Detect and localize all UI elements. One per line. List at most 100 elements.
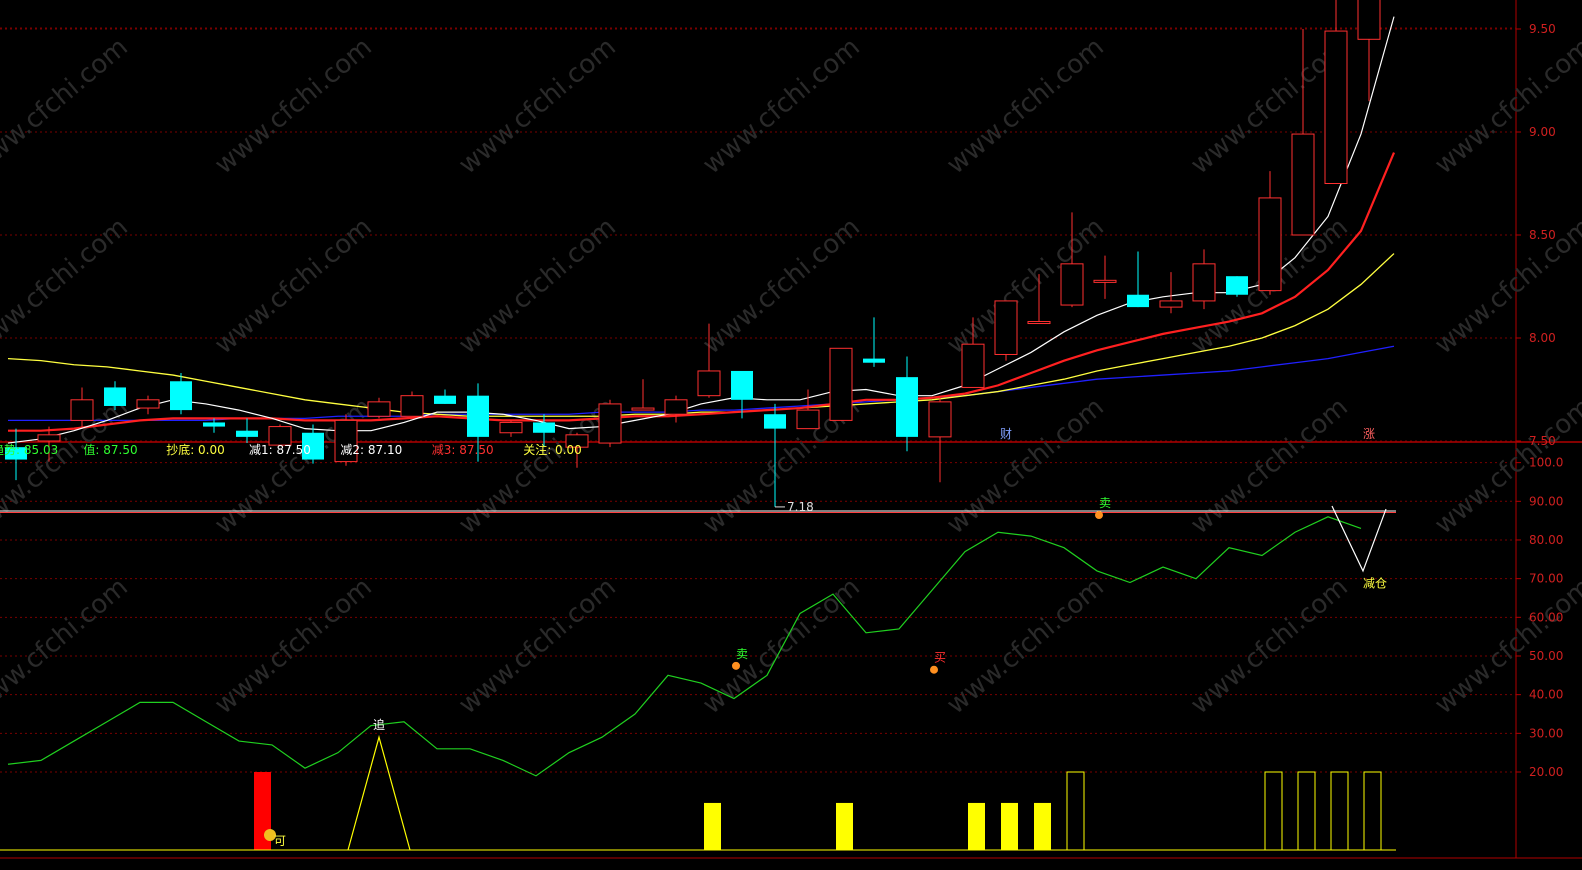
watermark-text: www.cfchi.com xyxy=(209,572,378,720)
candle[interactable] xyxy=(1291,29,1315,236)
candle[interactable] xyxy=(1324,0,1348,185)
candle[interactable] xyxy=(499,420,523,437)
candle[interactable] xyxy=(367,397,391,419)
candle[interactable] xyxy=(1127,251,1149,308)
price-tick-label: 8.00 xyxy=(1529,331,1556,345)
candle[interactable] xyxy=(170,373,192,415)
candle[interactable] xyxy=(467,383,489,462)
indicator-tick-label: 50.00 xyxy=(1529,649,1563,663)
candle[interactable] xyxy=(400,391,424,417)
candle-body xyxy=(896,377,918,437)
candle[interactable] xyxy=(5,428,27,481)
candle-body xyxy=(367,401,391,417)
candle-body xyxy=(1291,133,1315,236)
candle-body xyxy=(434,395,456,404)
candle[interactable] xyxy=(961,317,985,388)
signal-label: 卖 xyxy=(1099,496,1111,510)
ma20-line xyxy=(7,253,1395,417)
watermark-text: www.cfchi.com xyxy=(1185,392,1354,540)
indicator-tick-label: 20.00 xyxy=(1529,765,1563,779)
yellow-outline-bar xyxy=(1066,771,1085,851)
price-tick-label: 8.50 xyxy=(1529,228,1556,242)
candle[interactable] xyxy=(1192,249,1216,310)
watermark-text: www.cfchi.com xyxy=(941,32,1110,180)
indicator-tick-label: 80.00 xyxy=(1529,533,1563,547)
candle-body xyxy=(1159,300,1183,308)
event-marker: 财 xyxy=(1000,427,1012,441)
indicator-legend-item: 减2: 87.10 xyxy=(340,443,402,457)
candle[interactable] xyxy=(697,323,721,398)
candle-body xyxy=(203,422,225,427)
candle[interactable] xyxy=(104,381,126,411)
candle[interactable] xyxy=(268,424,292,446)
trend-line xyxy=(7,516,1362,777)
candle[interactable] xyxy=(302,424,324,464)
candles[interactable] xyxy=(5,0,1413,507)
candle[interactable] xyxy=(631,379,655,411)
candle[interactable] xyxy=(1226,276,1248,297)
candle[interactable] xyxy=(896,356,918,452)
candle-body xyxy=(631,407,655,411)
candle[interactable] xyxy=(136,395,160,415)
candle-body xyxy=(1324,30,1348,185)
candle[interactable] xyxy=(565,432,589,468)
candle-body xyxy=(499,421,523,434)
candle[interactable] xyxy=(203,418,225,433)
candle-body xyxy=(829,347,853,421)
candle[interactable] xyxy=(796,389,820,430)
candle-body xyxy=(533,422,555,433)
candle-body xyxy=(170,381,192,411)
candle[interactable] xyxy=(1258,171,1282,295)
indicator-legend-item: 趋势: 85.03 xyxy=(0,443,58,457)
watermark-text: www.cfchi.com xyxy=(697,32,866,180)
candle-body xyxy=(268,426,292,446)
price-tick-label: 7.50 xyxy=(1529,434,1556,448)
reduce-triangle xyxy=(1331,505,1387,573)
candle[interactable] xyxy=(928,397,952,483)
price-tick-label: 9.00 xyxy=(1529,125,1556,139)
candle-body xyxy=(236,430,258,437)
indicator-tick-label: 60.00 xyxy=(1529,610,1563,624)
candle-body xyxy=(467,395,489,437)
watermark-text: www.cfchi.com xyxy=(209,392,378,540)
candle-body xyxy=(70,399,94,421)
candle-body xyxy=(1093,279,1117,283)
candle-body xyxy=(863,358,885,363)
candle[interactable] xyxy=(236,418,258,444)
candle-body xyxy=(697,370,721,397)
watermark-text: www.cfchi.com xyxy=(453,32,622,180)
ma10-line xyxy=(8,152,1396,432)
candle[interactable] xyxy=(434,389,456,404)
candle[interactable] xyxy=(533,414,555,448)
candle-body xyxy=(1192,263,1216,302)
candle[interactable] xyxy=(1159,272,1183,314)
candle[interactable] xyxy=(1357,0,1381,102)
candle[interactable] xyxy=(764,403,786,507)
candle[interactable] xyxy=(598,399,622,448)
indicator-legend-item: 抄底: 0.00 xyxy=(166,442,225,457)
candle-body xyxy=(928,401,952,438)
candle[interactable] xyxy=(829,347,853,421)
yellow-outline-bar xyxy=(1330,771,1349,851)
candle[interactable] xyxy=(994,300,1018,361)
yellow-outline-bar xyxy=(1264,771,1283,851)
candle[interactable] xyxy=(664,395,688,423)
zhui-triangle xyxy=(347,734,411,851)
candle[interactable] xyxy=(731,370,753,419)
candle[interactable] xyxy=(1093,255,1117,299)
candle[interactable] xyxy=(334,414,358,466)
candle[interactable] xyxy=(863,317,885,367)
signal-icon xyxy=(930,665,938,674)
candle-body xyxy=(400,395,424,417)
candle[interactable] xyxy=(1060,212,1084,308)
signal-label: 卖 xyxy=(736,647,748,661)
candle[interactable] xyxy=(70,387,94,427)
indicator-legend-item: 值: 87.50 xyxy=(83,442,137,457)
candle[interactable] xyxy=(1027,274,1051,325)
signal-icon xyxy=(1095,511,1103,520)
signal-label: 买 xyxy=(934,651,946,665)
candle[interactable] xyxy=(37,426,61,462)
